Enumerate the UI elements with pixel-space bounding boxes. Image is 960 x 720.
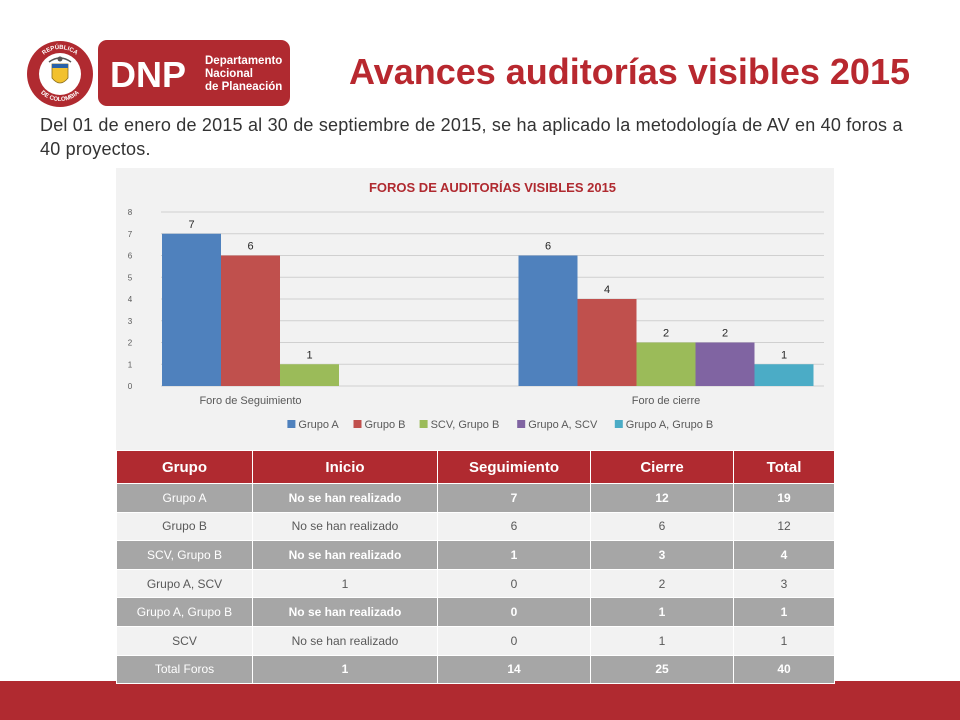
table-cell: 0 <box>437 568 591 599</box>
table-cell: No se han realizado <box>252 483 438 513</box>
legend-label: Grupo A, SCV <box>528 419 598 431</box>
table-cell: 6 <box>590 511 734 542</box>
bar <box>754 364 814 386</box>
table-cell: Grupo A <box>116 483 253 513</box>
table-total-row: Total Foros 1 14 25 40 <box>116 654 835 685</box>
column-header: Inicio <box>252 450 438 484</box>
table-cell: 1 <box>733 625 835 656</box>
table-cell: SCV, Grupo B <box>116 540 253 570</box>
legend-label: Grupo A <box>298 419 339 431</box>
table-row: Grupo B No se han realizado 6 6 12 <box>116 511 835 542</box>
table-cell: 4 <box>733 540 835 570</box>
y-tick-label: 4 <box>128 295 133 304</box>
legend-swatch <box>419 420 428 428</box>
x-category-label: Foro de Seguimiento <box>199 395 301 407</box>
table-cell: 1 <box>437 540 591 570</box>
table-cell: 1 <box>252 654 438 685</box>
table-cell: 1 <box>733 597 835 627</box>
legend-swatch <box>353 420 362 428</box>
data-label: 7 <box>188 219 194 231</box>
forums-table: Grupo Inicio Seguimiento Cierre Total Gr… <box>116 450 835 685</box>
table-cell: 1 <box>252 568 438 599</box>
table-cell: 0 <box>437 597 591 627</box>
column-header: Cierre <box>590 450 734 484</box>
dnp-logo-graphic: REPÚBLICA DE COLOMBIA DNP Departamento N… <box>27 40 290 107</box>
data-label: 2 <box>663 328 669 340</box>
y-tick-label: 7 <box>128 230 133 239</box>
y-tick-label: 6 <box>128 252 133 261</box>
table-cell: No se han realizado <box>252 540 438 570</box>
legend-label: Grupo A, Grupo B <box>626 419 713 431</box>
y-tick-label: 2 <box>128 339 133 348</box>
table-cell: No se han realizado <box>252 625 438 656</box>
data-label: 1 <box>781 349 787 361</box>
column-header: Seguimiento <box>437 450 591 484</box>
table-row: SCV No se han realizado 0 1 1 <box>116 625 835 656</box>
table-cell: 19 <box>733 483 835 513</box>
table-cell: 0 <box>437 625 591 656</box>
legend-swatch <box>614 420 623 428</box>
x-category-label: Foro de cierre <box>632 395 700 407</box>
table-row: Grupo A, SCV 1 0 2 3 <box>116 568 835 599</box>
legend-label: Grupo B <box>365 419 406 431</box>
logo-acronym: DNP <box>110 54 186 95</box>
column-header: Total <box>733 450 835 484</box>
table-cell: 12 <box>733 511 835 542</box>
legend-swatch <box>517 420 526 428</box>
table-cell: 40 <box>733 654 835 685</box>
bar <box>518 255 578 386</box>
y-tick-label: 3 <box>128 317 133 326</box>
dnp-logo: REPÚBLICA DE COLOMBIA DNP Departamento N… <box>25 38 291 108</box>
data-label: 4 <box>604 284 610 296</box>
bar <box>695 342 755 386</box>
table-cell: Grupo A, SCV <box>116 568 253 599</box>
table-cell: No se han realizado <box>252 511 438 542</box>
data-label: 2 <box>722 328 728 340</box>
table-cell: 25 <box>590 654 734 685</box>
chart-title: FOROS DE AUDITORÍAS VISIBLES 2015 <box>369 180 616 195</box>
table-header-row: Grupo Inicio Seguimiento Cierre Total <box>116 450 835 484</box>
page-subtitle: Del 01 de enero de 2015 al 30 de septiem… <box>40 115 903 159</box>
y-tick-label: 1 <box>128 360 133 369</box>
bar <box>162 233 221 386</box>
table-cell: 14 <box>437 654 591 685</box>
table-cell: Grupo A, Grupo B <box>116 597 253 627</box>
bar <box>577 299 637 386</box>
table-row: SCV, Grupo B No se han realizado 1 3 4 <box>116 540 835 570</box>
footer-band <box>0 681 960 720</box>
logo-name-line3: de Planeación <box>205 81 282 93</box>
table-cell: 3 <box>590 540 734 570</box>
y-tick-label: 5 <box>128 273 133 282</box>
table-cell: 7 <box>437 483 591 513</box>
logo-name-line1: Departamento <box>205 55 282 67</box>
column-header: Grupo <box>116 450 253 484</box>
y-tick-label: 8 <box>128 208 133 217</box>
bar <box>221 255 280 386</box>
table-cell: 1 <box>590 597 734 627</box>
table-cell: 1 <box>590 625 734 656</box>
table-cell: SCV <box>116 625 253 656</box>
data-label: 1 <box>306 349 312 361</box>
table-cell: Total Foros <box>116 654 253 685</box>
table-row: Grupo A, Grupo B No se han realizado 0 1… <box>116 597 835 627</box>
bar <box>280 364 339 386</box>
legend-label: SCV, Grupo B <box>431 419 500 431</box>
table-cell: No se han realizado <box>252 597 438 627</box>
bar-chart: FOROS DE AUDITORÍAS VISIBLES 2015 0 1 2 3 4 5 6… <box>128 180 824 431</box>
table-cell: 2 <box>590 568 734 599</box>
table-row: Grupo A No se han realizado 7 12 19 <box>116 483 835 513</box>
data-label: 6 <box>545 241 551 253</box>
table-cell: Grupo B <box>116 511 253 542</box>
bar <box>636 342 696 386</box>
legend-swatch <box>287 420 296 428</box>
logo-name-line2: Nacional <box>205 68 253 80</box>
y-tick-label: 0 <box>128 382 133 391</box>
table-cell: 6 <box>437 511 591 542</box>
bar-chart-panel: FOROS DE AUDITORÍAS VISIBLES 2015 0 1 2 3 4 5 6… <box>116 168 834 450</box>
page-title: Avances auditorías visibles 2015 <box>349 51 910 92</box>
table-cell: 12 <box>590 483 734 513</box>
data-label: 6 <box>247 241 253 253</box>
table-cell: 3 <box>733 568 835 599</box>
